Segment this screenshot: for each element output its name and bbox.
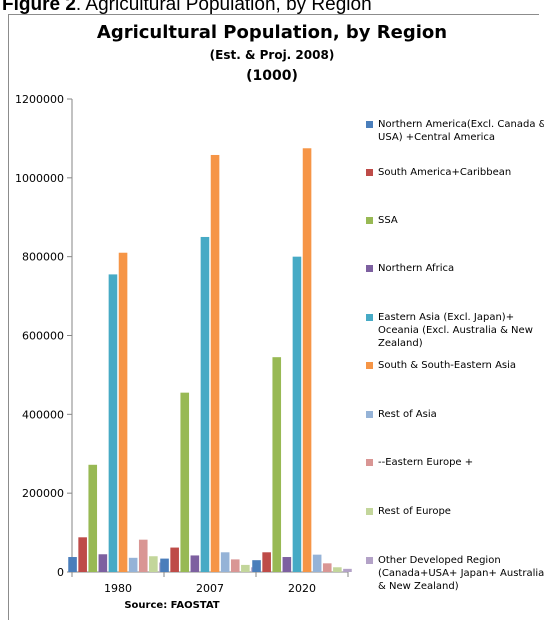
bar [252, 560, 261, 572]
legend-label: Rest of Europe [378, 506, 451, 517]
chart-source: Source: FAOSTAT [124, 600, 219, 611]
legend-label: South America+Caribbean [378, 167, 512, 178]
y-tick-label: 600000 [22, 330, 64, 343]
bar [98, 554, 108, 572]
bar [322, 563, 332, 572]
bar [108, 274, 118, 572]
y-tick-label: 400000 [22, 408, 64, 421]
bar [220, 552, 230, 572]
y-tick-label: 0 [57, 566, 64, 579]
bar [118, 252, 128, 572]
legend-swatch [366, 121, 373, 128]
bar [200, 236, 210, 573]
legend-label: SSA [378, 215, 398, 226]
x-tick-label: 2007 [196, 582, 224, 595]
y-tick-label: 200000 [22, 487, 64, 500]
bar [138, 539, 148, 572]
bar [241, 564, 250, 572]
legend-label: Rest of Asia [378, 409, 437, 420]
bar [292, 256, 302, 572]
figure-caption-text: . Agricultural Population, by Region [75, 0, 372, 15]
chart-subtitle: (Est. & Proj. 2008) [209, 48, 335, 62]
bar [170, 547, 179, 572]
bar [88, 464, 98, 572]
legend-swatch [366, 362, 373, 369]
legend-swatch [366, 217, 373, 224]
y-tick-label: 1200000 [15, 93, 64, 106]
legend-swatch [366, 459, 373, 466]
legend-swatch [366, 557, 373, 564]
figure-caption-prefix: Figure 2 [2, 0, 76, 15]
chart-title: Agricultural Population, by Region [96, 22, 448, 43]
bar [68, 557, 77, 572]
bar [190, 555, 200, 572]
legend-swatch [366, 508, 373, 515]
bar [149, 556, 158, 572]
legend-label: Northern Africa [378, 263, 455, 274]
bar [210, 154, 220, 572]
bar [78, 537, 87, 572]
bar [262, 552, 271, 572]
bar [312, 554, 322, 572]
legend-label: South & South-Eastern Asia [378, 360, 517, 371]
legend-swatch [366, 411, 373, 418]
bar [272, 357, 282, 572]
bar [302, 148, 312, 573]
bar [333, 567, 342, 572]
y-tick-label: 1000000 [15, 172, 64, 185]
legend-label: --Eastern Europe + [378, 457, 474, 468]
bar [343, 568, 352, 572]
bar [282, 557, 292, 572]
y-tick-label: 800000 [22, 251, 64, 264]
legend-swatch [366, 169, 373, 176]
chart-frame [8, 14, 539, 620]
x-tick-label: 2020 [288, 582, 316, 595]
chart-unit-note: (1000) [246, 68, 298, 84]
legend-swatch [366, 314, 373, 321]
legend-swatch [366, 265, 373, 272]
legend-label: Eastern Asia (Excl. Japan)+ Oceania (Exc… [378, 312, 533, 349]
bar [160, 558, 169, 572]
legend-label: Northern America(Excl. Canada & USA) +Ce… [378, 119, 544, 143]
bar [180, 392, 190, 572]
bar [128, 557, 138, 572]
legend-label: Other Developed Region (Canada+USA+ Japa… [378, 555, 544, 592]
bar [230, 559, 240, 572]
figure-caption: Figure 2. Agricultural Population, by Re… [2, 0, 372, 16]
x-tick-label: 1980 [104, 582, 132, 595]
